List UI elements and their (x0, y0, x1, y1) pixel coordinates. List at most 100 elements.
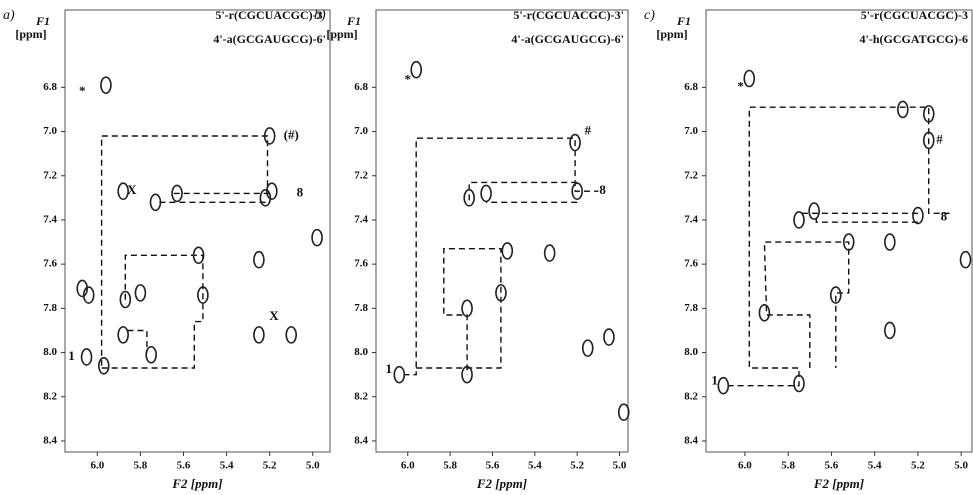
annotation: # (585, 123, 592, 138)
y-axis-label: F1 (35, 14, 50, 28)
peak (959, 250, 972, 269)
peak (100, 76, 112, 94)
peak (82, 286, 95, 304)
y-tick-label: 7.0 (684, 125, 698, 137)
y-axis-unit: [ppm] (326, 27, 357, 41)
x-tick-label: 6.0 (738, 460, 752, 472)
panel-title: 5'-r(CGCUACGC)-3' (513, 8, 624, 22)
y-tick-label: 7.2 (684, 169, 698, 181)
peak (80, 348, 93, 366)
x-tick-label: 5.0 (954, 460, 968, 472)
annotation: 8 (599, 182, 606, 197)
y-tick-label: 7.0 (43, 125, 57, 137)
y-tick-label: 8.4 (354, 434, 368, 446)
x-tick-label: 6.0 (90, 460, 104, 472)
peak (263, 127, 276, 145)
y-tick-label: 8.0 (43, 346, 57, 358)
y-axis-unit: [ppm] (656, 27, 687, 41)
peak (197, 286, 209, 304)
peak (543, 244, 556, 262)
x-tick-label: 5.0 (613, 460, 627, 472)
peak (922, 131, 935, 150)
x-tick-label: 5.0 (306, 460, 320, 472)
peak (617, 403, 630, 422)
y-tick-label: 7.8 (684, 302, 698, 314)
y-tick-label: 7.6 (354, 258, 368, 270)
peak (253, 326, 265, 344)
y-tick-label: 8.0 (684, 346, 698, 358)
peak (410, 60, 423, 79)
peak (495, 284, 507, 302)
peak (896, 100, 909, 119)
y-tick-label: 6.8 (43, 81, 57, 93)
x-axis-label: F2 [ppm] (813, 476, 864, 491)
peak (463, 189, 475, 207)
peak (884, 321, 896, 340)
peak (758, 303, 771, 322)
y-tick-label: 8.4 (43, 434, 57, 446)
peak (134, 284, 147, 302)
x-tick-label: 5.8 (443, 460, 457, 472)
annotation: 8 (297, 184, 304, 199)
peak (311, 228, 323, 247)
connectivity-walk (727, 106, 951, 387)
x-tick-label: 5.4 (220, 460, 234, 472)
y-tick-label: 7.2 (43, 169, 57, 181)
annotation: * (79, 83, 86, 98)
peak (603, 328, 615, 346)
y-tick-label: 8.2 (43, 390, 57, 402)
peak (912, 206, 924, 225)
panel-title: 5'-r(CGCUACGC)-3' (215, 8, 326, 22)
x-tick-label: 5.2 (911, 460, 925, 472)
x-tick-label: 5.2 (263, 460, 277, 472)
annotation: # (936, 131, 943, 146)
y-tick-label: 8.4 (684, 434, 698, 446)
peak (97, 357, 110, 375)
y-axis-label: F1 (346, 14, 361, 28)
y-axis-label: F1 (676, 14, 691, 28)
peak (119, 290, 132, 309)
peak (171, 184, 183, 203)
peak (266, 182, 278, 201)
x-tick-label: 5.6 (825, 460, 839, 472)
panel-subtitle: 4'-a(GCGAUGCG)-6' (213, 32, 326, 46)
peak (569, 133, 581, 152)
panel-subtitle: 4'-a(GCGAUGCG)-6' (511, 32, 624, 46)
y-tick-label: 7.8 (354, 302, 368, 314)
y-tick-label: 7.4 (43, 213, 57, 225)
x-axis-label: F2 [ppm] (171, 476, 222, 491)
peak (76, 279, 89, 298)
peak (884, 233, 896, 251)
connectivity-walk (403, 137, 599, 376)
peak (743, 69, 756, 88)
peak (571, 182, 583, 201)
x-tick-label: 5.4 (528, 460, 542, 472)
panel-label: a) (3, 8, 15, 23)
y-tick-label: 7.0 (354, 125, 368, 137)
peak (717, 376, 730, 395)
peak (149, 193, 162, 212)
connectivity-walk (100, 135, 270, 369)
annotation: 1 (711, 372, 718, 387)
peak (581, 339, 594, 357)
x-axis-label: F2 [ppm] (476, 476, 527, 491)
y-tick-label: 8.2 (354, 390, 368, 402)
panel-label: c) (644, 8, 655, 23)
y-tick-label: 7.6 (43, 258, 57, 270)
x-tick-label: 5.6 (177, 460, 191, 472)
peak (192, 246, 205, 265)
y-tick-label: 7.2 (354, 169, 368, 181)
peak (117, 326, 129, 344)
annotation: 1 (385, 361, 392, 376)
peak (842, 233, 855, 251)
peak (117, 182, 129, 201)
peak (829, 286, 842, 304)
annotation: X (127, 182, 137, 197)
peak (922, 105, 935, 123)
panel-label: b) (314, 8, 326, 23)
annotation: X (269, 308, 279, 323)
y-tick-label: 7.4 (684, 213, 698, 225)
peak (145, 345, 157, 364)
panel-title: 5'-r(CGCUACGC)-3 (861, 8, 968, 22)
peak (259, 189, 272, 207)
